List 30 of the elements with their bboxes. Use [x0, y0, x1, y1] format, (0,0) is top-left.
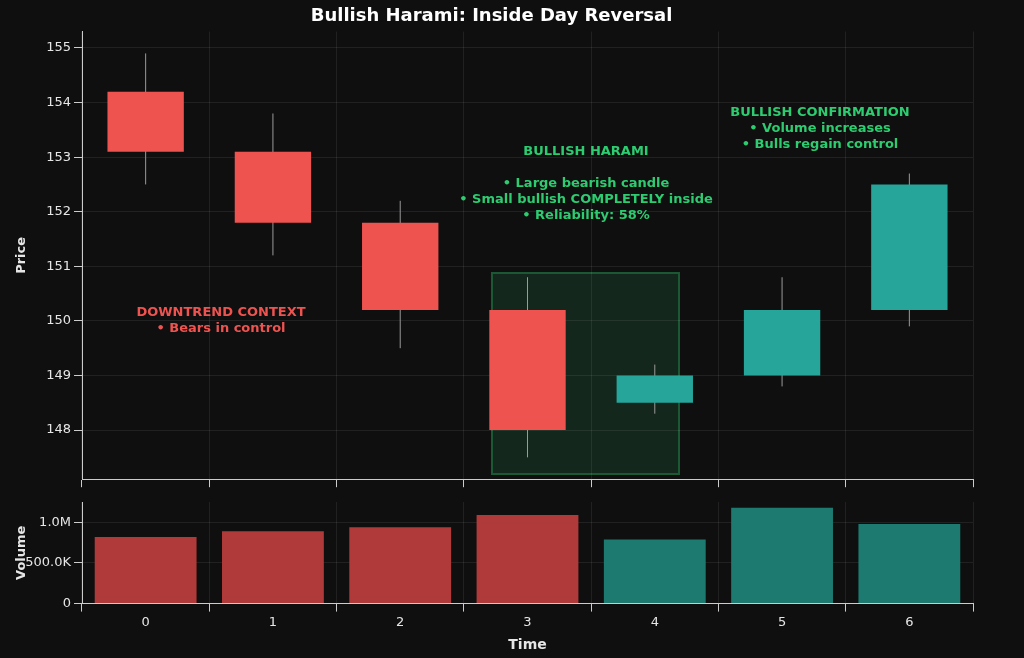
x-tick-label: 0: [141, 613, 150, 629]
bar: [94, 536, 197, 604]
annotation: DOWNTREND CONTEXT • Bears in control: [136, 304, 306, 336]
y-tick-label: 153: [46, 148, 71, 164]
y-tick-label: 152: [46, 203, 71, 219]
x-tick-label: 2: [396, 613, 405, 629]
x-tick-label: 1: [268, 613, 278, 629]
y-tick-label: 148: [46, 421, 71, 437]
y-tick-label: 151: [46, 257, 71, 273]
y-axis-title: Price: [13, 236, 29, 274]
bar: [222, 531, 324, 604]
bar: [731, 507, 833, 604]
bar: [858, 523, 961, 604]
y-tick-label: 155: [46, 39, 71, 55]
x-axis-title: Time: [508, 636, 547, 653]
y-tick-label: 0: [62, 594, 71, 610]
y-tick-label: 149: [46, 366, 71, 382]
chart-title: Bullish Harami: Inside Day Reversal: [310, 4, 673, 26]
y-tick-label: 150: [46, 312, 71, 328]
y-tick-label: 1.0M: [39, 513, 71, 529]
bar: [349, 527, 452, 604]
text: BULLISH HARAMI • Large bearish candle • Small bullish COMPLETELY inside • Reliability: 58%: [459, 143, 713, 223]
bar: [476, 515, 579, 604]
y-tick-label: 154: [46, 93, 71, 109]
x-tick-label: 4: [650, 613, 659, 629]
x-tick-label: 6: [905, 613, 914, 629]
bar: [603, 539, 706, 604]
x-tick-label: 5: [777, 613, 787, 629]
x-tick-label: 3: [523, 613, 532, 629]
annotation: BULLISH CONFIRMATION • Volume increases • Bulls regain control: [730, 104, 910, 152]
